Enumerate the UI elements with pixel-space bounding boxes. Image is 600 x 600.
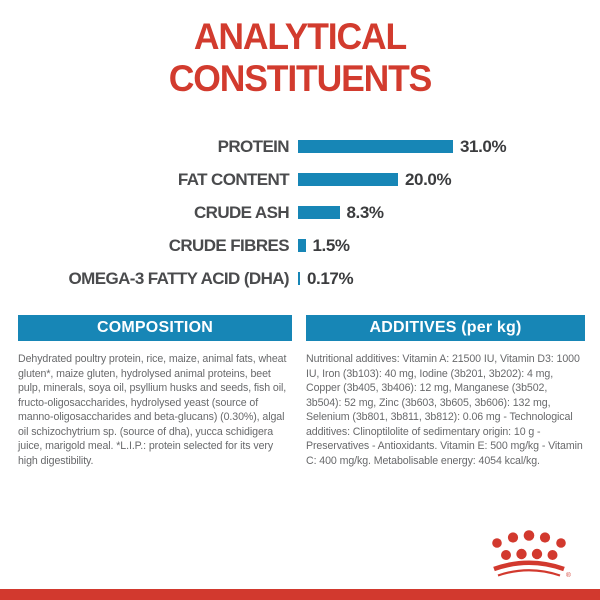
analytical-constituents-bar-chart: PROTEIN 31.0% FAT CONTENT 20.0% CRUDE AS… xyxy=(0,130,600,295)
bar-label: CRUDE ASH xyxy=(193,202,290,222)
registered-mark: ® xyxy=(566,571,571,578)
chart-row-protein: PROTEIN 31.0% xyxy=(0,130,600,163)
chart-row-crude-ash: CRUDE ASH 8.3% xyxy=(0,196,600,229)
bar-value: 1.5% xyxy=(312,235,351,255)
bar-fat-content xyxy=(298,173,398,186)
page-title-line2: CONSTITUENTS xyxy=(168,58,433,99)
bar-value: 20.0% xyxy=(405,169,452,189)
bar-value: 8.3% xyxy=(346,202,385,222)
bar-value: 31.0% xyxy=(460,136,507,156)
chart-row-omega3: OMEGA-3 FATTY ACID (DHA) 0.17% xyxy=(0,262,600,295)
chart-row-fat-content: FAT CONTENT 20.0% xyxy=(0,163,600,196)
bar-label: CRUDE FIBRES xyxy=(168,235,290,255)
composition-header: COMPOSITION xyxy=(18,315,292,341)
additives-header: ADDITIVES (per kg) xyxy=(306,315,585,341)
bar-value: 0.17% xyxy=(307,268,354,288)
page-title: ANALYTICAL CONSTITUENTS xyxy=(12,16,588,100)
additives-body: Nutritional additives: Vitamin A: 21500 … xyxy=(306,353,583,467)
composition-body: Dehydrated poultry protein, rice, maize,… xyxy=(18,353,287,467)
composition-section: COMPOSITION Dehydrated poultry protein, … xyxy=(18,315,292,468)
additives-section: ADDITIVES (per kg) Nutritional additives… xyxy=(306,315,585,468)
page-title-line1: ANALYTICAL xyxy=(193,16,407,57)
chart-row-crude-fibres: CRUDE FIBRES 1.5% xyxy=(0,229,600,262)
bottom-red-bar xyxy=(0,589,600,600)
bar-protein xyxy=(298,140,453,153)
bar-omega3 xyxy=(298,272,300,285)
royal-canin-crown-icon: ® xyxy=(492,530,571,578)
bar-label: PROTEIN xyxy=(217,136,290,156)
bar-crude-fibres xyxy=(298,239,306,252)
bar-crude-ash xyxy=(298,206,340,219)
bar-label: FAT CONTENT xyxy=(177,169,290,189)
bar-label: OMEGA-3 FATTY ACID (DHA) xyxy=(68,268,290,288)
